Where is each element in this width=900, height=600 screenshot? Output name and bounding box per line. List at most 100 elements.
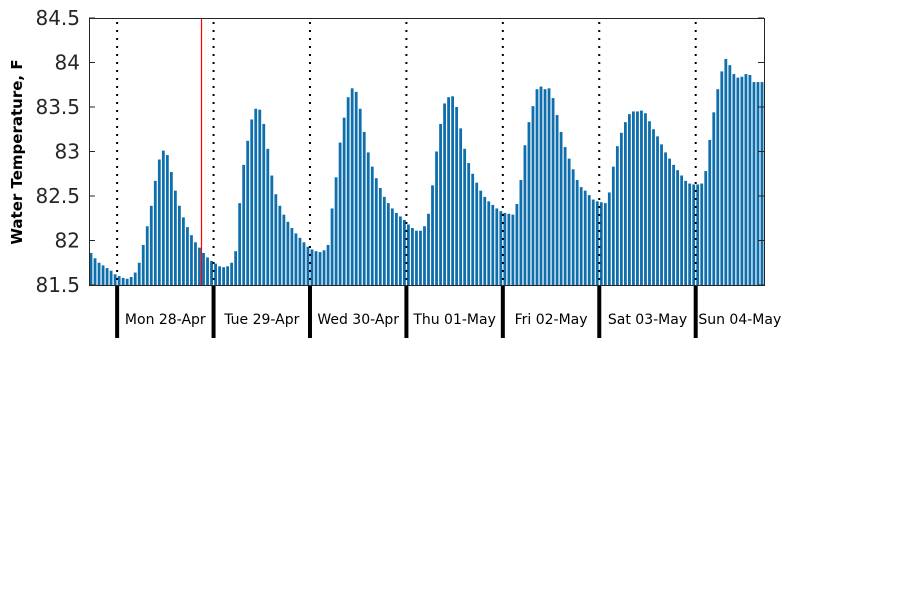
- bar: [567, 158, 571, 285]
- bar: [539, 86, 543, 285]
- bar: [615, 146, 619, 285]
- bar: [712, 112, 716, 285]
- bar: [431, 185, 434, 285]
- bar: [137, 262, 141, 285]
- bar: [133, 272, 137, 285]
- bar: [318, 252, 322, 285]
- bar: [190, 235, 193, 285]
- bar: [258, 109, 262, 285]
- bar: [270, 175, 274, 285]
- y-tick-label: 82.5: [35, 184, 80, 208]
- bar: [242, 164, 246, 285]
- bar: [125, 278, 129, 285]
- bar: [700, 183, 704, 285]
- bar: [543, 89, 547, 285]
- bar: [427, 213, 430, 285]
- bar: [206, 257, 209, 285]
- y-tick-label: 82: [55, 229, 80, 253]
- bar: [286, 221, 290, 285]
- bar: [254, 108, 258, 285]
- bar: [595, 201, 599, 285]
- bar: [234, 251, 238, 285]
- bar: [386, 203, 390, 285]
- bar: [495, 208, 499, 285]
- bar: [149, 205, 153, 285]
- bar: [499, 211, 503, 285]
- bar: [728, 65, 732, 285]
- y-axis-label: Water Temperature, F: [8, 59, 26, 244]
- bar: [531, 106, 535, 285]
- bar: [752, 82, 756, 285]
- bar: [555, 115, 559, 285]
- bar: [161, 150, 165, 285]
- bar: [423, 226, 426, 285]
- bar: [93, 258, 97, 285]
- bar: [274, 194, 278, 285]
- y-tick-label: 81.5: [35, 273, 80, 297]
- bar: [362, 131, 366, 285]
- day-label: Fri 02-May: [515, 312, 588, 328]
- bar: [475, 182, 479, 285]
- bar: [652, 129, 655, 285]
- bar: [378, 187, 382, 285]
- bar: [579, 187, 583, 285]
- bar: [366, 152, 370, 285]
- bar: [688, 183, 692, 285]
- bar: [214, 263, 217, 285]
- bar: [676, 170, 680, 285]
- bar: [186, 227, 189, 285]
- bar: [599, 202, 603, 285]
- bar: [640, 110, 643, 285]
- bar: [210, 260, 213, 285]
- bar: [169, 171, 173, 285]
- bar: [447, 97, 450, 286]
- bar: [563, 147, 567, 285]
- bar: [664, 152, 667, 285]
- day-label: Sat 03-May: [608, 312, 687, 328]
- y-tick-label: 83.5: [35, 95, 80, 119]
- bar: [113, 274, 117, 285]
- bar: [507, 213, 511, 285]
- bar: [178, 205, 181, 285]
- bar: [527, 122, 531, 285]
- bar: [535, 89, 539, 285]
- y-tick-label: 84: [55, 51, 80, 75]
- bar: [302, 242, 306, 285]
- bar: [230, 262, 234, 285]
- y-tick-label: 84.5: [35, 6, 80, 30]
- bar: [157, 159, 161, 285]
- bar: [623, 122, 627, 285]
- bar: [648, 121, 651, 286]
- bar: [551, 98, 555, 285]
- bar: [194, 242, 197, 285]
- bar: [390, 208, 394, 285]
- bar: [222, 267, 225, 285]
- bar: [672, 164, 675, 285]
- bar: [668, 158, 671, 285]
- bar: [338, 142, 342, 285]
- bar: [760, 82, 764, 285]
- bar: [511, 214, 515, 285]
- bars-group: [89, 58, 764, 286]
- day-label: Mon 28-Apr: [125, 312, 206, 328]
- bar: [736, 77, 740, 285]
- bar: [407, 224, 410, 285]
- bar: [696, 184, 700, 285]
- bar: [89, 252, 93, 285]
- bar: [459, 128, 463, 285]
- bar: [165, 155, 169, 285]
- bar: [547, 88, 551, 285]
- bar: [587, 195, 591, 285]
- day-label: Thu 01-May: [412, 312, 496, 328]
- bar: [632, 111, 635, 285]
- bar: [310, 249, 314, 285]
- bar: [117, 276, 121, 285]
- bar: [471, 173, 475, 285]
- bar: [173, 190, 177, 285]
- bar: [306, 246, 310, 285]
- bar: [559, 131, 563, 285]
- bar: [487, 201, 491, 285]
- bar: [370, 166, 374, 285]
- bar: [708, 139, 712, 285]
- bar: [109, 270, 113, 285]
